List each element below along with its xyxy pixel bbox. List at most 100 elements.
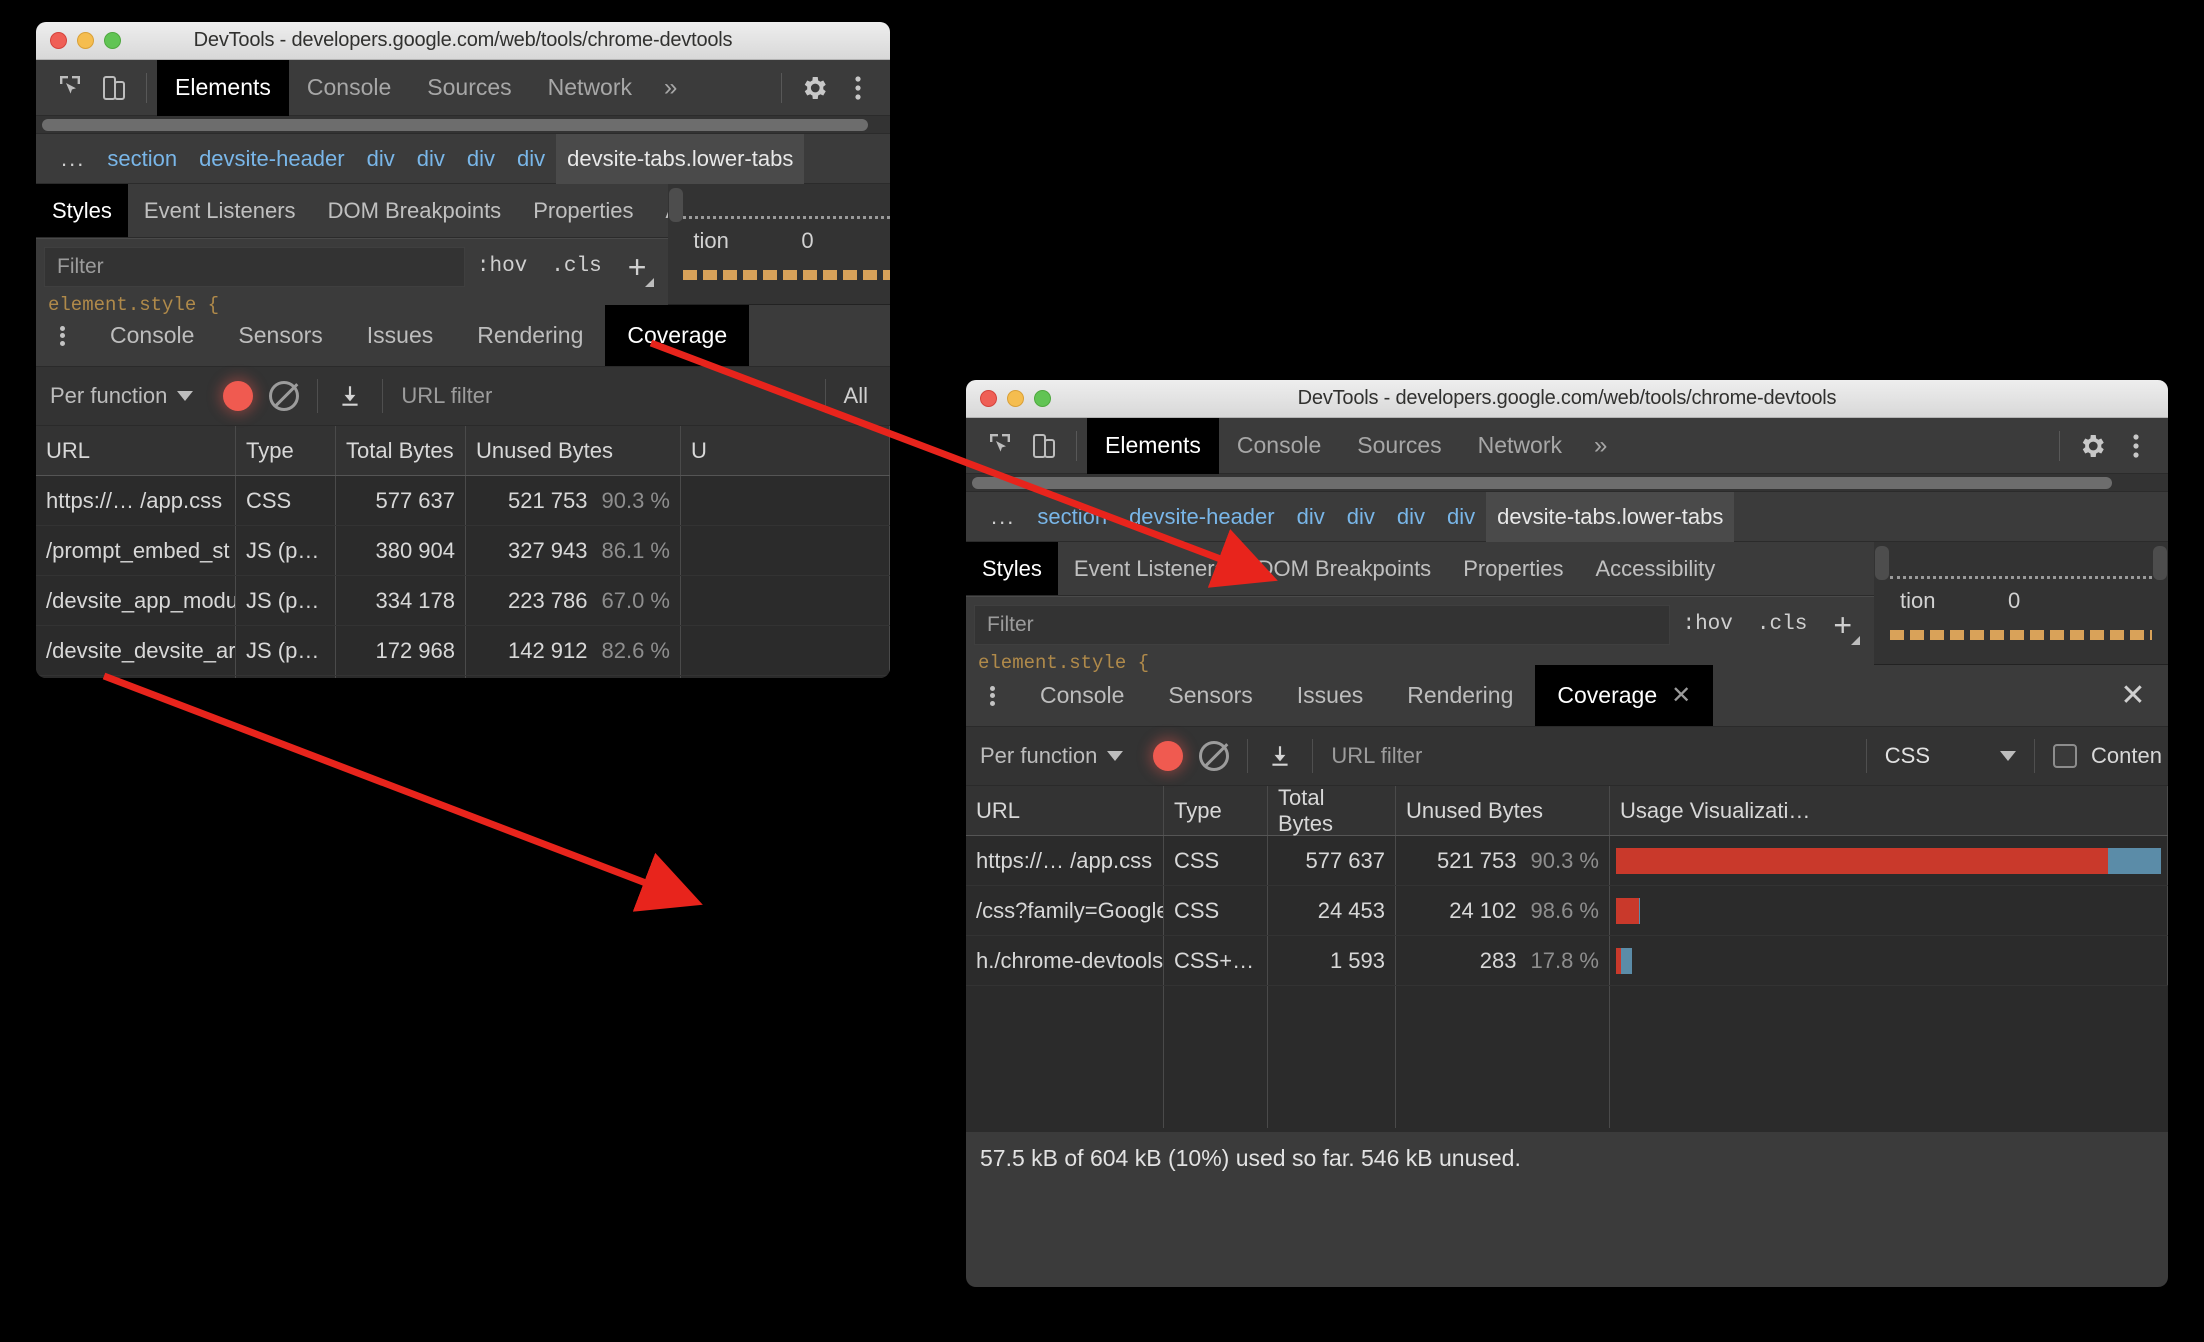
breadcrumb-devsite-tabs[interactable]: devsite-tabs.lower-tabs — [1486, 491, 1735, 542]
breadcrumb-devsite-tabs[interactable]: devsite-tabs.lower-tabs — [556, 133, 805, 184]
front-titlebar[interactable]: DevTools - developers.google.com/web/too… — [966, 380, 2168, 418]
styles-filter-input[interactable]: Filter — [44, 246, 465, 287]
front-panel-tabs[interactable]: Elements Console Sources Network » — [1087, 417, 1621, 474]
tab-network[interactable]: Network — [547, 74, 632, 100]
devtools-window-front[interactable]: DevTools - developers.google.com/web/too… — [966, 380, 2168, 1287]
back-panel-tabs[interactable]: Elements Console Sources Network » — [157, 59, 691, 116]
column-header-unused-bytes[interactable]: Unused Bytes — [466, 426, 681, 475]
drawer-tab-rendering[interactable]: Rendering — [477, 322, 584, 348]
breadcrumb-div-3[interactable]: div — [1396, 503, 1425, 529]
sidebar-tab-styles[interactable]: Styles — [36, 184, 128, 237]
tab-console[interactable]: Console — [1236, 432, 1322, 458]
column-header-usage-visualization[interactable]: Usage Visualizati… — [1610, 786, 2168, 835]
download-icon[interactable] — [1266, 743, 1294, 769]
maximize-window-button[interactable] — [104, 32, 121, 49]
drawer-more-icon[interactable] — [36, 305, 88, 366]
sidebar-tab-event-listeners[interactable]: Event Listeners — [143, 197, 296, 223]
clear-icon[interactable] — [1199, 741, 1230, 771]
more-tabs-chevron-icon[interactable]: » — [664, 73, 678, 101]
minimize-window-button[interactable] — [1007, 390, 1024, 407]
back-coverage-table[interactable]: URL Type Total Bytes Unused Bytes U http… — [36, 426, 890, 678]
column-header-url[interactable]: URL — [966, 786, 1164, 835]
drawer-tab-issues[interactable]: Issues — [366, 322, 434, 348]
breadcrumb-div-2[interactable]: div — [416, 145, 445, 171]
column-header-unused-bytes[interactable]: Unused Bytes — [1396, 786, 1610, 835]
clear-icon[interactable] — [269, 381, 300, 411]
close-window-button[interactable] — [50, 32, 67, 49]
drawer-tab-sensors[interactable]: Sensors — [1168, 682, 1253, 708]
breadcrumb-div-3[interactable]: div — [466, 145, 495, 171]
front-horizontal-scrollbar[interactable] — [966, 474, 2168, 492]
back-styles-filter-row[interactable]: Filter :hov .cls + — [36, 238, 669, 294]
sidebar-tab-dom-breakpoints[interactable]: DOM Breakpoints — [1257, 555, 1432, 581]
breadcrumb-div-1[interactable]: div — [366, 145, 395, 171]
table-row[interactable]: /prompt_embed_st JS (p… 380 904 327 943 … — [36, 526, 890, 576]
checkbox-icon[interactable] — [2053, 744, 2078, 768]
back-traffic-lights[interactable] — [36, 32, 121, 49]
column-header-url[interactable]: URL — [36, 426, 236, 475]
tab-network[interactable]: Network — [1477, 432, 1562, 458]
column-header-total-bytes[interactable]: Total Bytes — [1268, 785, 1396, 836]
scrollbar-thumb[interactable] — [972, 477, 2112, 489]
front-devtools-toolbar[interactable]: Elements Console Sources Network » — [966, 417, 2168, 474]
front-traffic-lights[interactable] — [966, 390, 1051, 407]
back-coverage-toolbar[interactable]: Per function URL filter All — [36, 366, 890, 426]
tab-console[interactable]: Console — [306, 74, 392, 100]
new-rule-dropdown-icon[interactable] — [1851, 635, 1860, 645]
tab-sources[interactable]: Sources — [1357, 432, 1442, 458]
sidebar-tab-dom-breakpoints[interactable]: DOM Breakpoints — [327, 197, 502, 223]
scrollbar-thumb[interactable] — [1875, 546, 1889, 580]
column-header-type[interactable]: Type — [1164, 786, 1268, 835]
tab-sources[interactable]: Sources — [427, 74, 512, 100]
column-header-usage[interactable]: U — [681, 426, 890, 475]
breadcrumb-overflow[interactable]: ... — [991, 503, 1016, 529]
sidebar-tab-properties[interactable]: Properties — [533, 197, 634, 223]
drawer-tab-rendering[interactable]: Rendering — [1407, 682, 1514, 708]
hov-toggle-button[interactable]: :hov — [476, 255, 528, 278]
drawer-tab-coverage[interactable]: Coverage — [605, 305, 750, 366]
hov-toggle-button[interactable]: :hov — [1682, 613, 1733, 636]
tab-elements[interactable]: Elements — [157, 59, 289, 116]
cls-toggle-button[interactable]: .cls — [1756, 613, 1808, 636]
new-style-rule-button[interactable]: + — [1819, 609, 1866, 645]
drawer-tab-coverage[interactable]: Coverage ✕ — [1535, 665, 1714, 726]
more-tabs-chevron-icon[interactable]: » — [1594, 431, 1608, 459]
table-row[interactable]: /css?family=Google CSS 24 453 24 102 98.… — [966, 886, 2168, 936]
breadcrumb-div-1[interactable]: div — [1296, 503, 1325, 529]
tab-elements[interactable]: Elements — [1087, 417, 1219, 474]
front-drawer-tabs[interactable]: Console Sensors Issues Rendering Coverag… — [966, 664, 2168, 726]
drawer-tab-issues[interactable]: Issues — [1296, 682, 1364, 708]
table-row[interactable]: /devsite_app_modu JS (p… 334 178 223 786… — [36, 576, 890, 626]
breadcrumb-section[interactable]: section — [107, 145, 178, 171]
styles-vertical-scrollbar[interactable] — [668, 184, 684, 304]
kebab-menu-icon[interactable] — [836, 66, 880, 110]
device-toolbar-icon[interactable] — [92, 66, 136, 110]
front-coverage-toolbar[interactable]: Per function URL filter CSS Conten — [966, 726, 2168, 786]
close-icon[interactable]: ✕ — [1671, 682, 1692, 709]
styles-filter-input[interactable]: Filter — [974, 604, 1671, 645]
minimize-window-button[interactable] — [77, 32, 94, 49]
scrollbar-thumb[interactable] — [2153, 546, 2167, 580]
record-icon[interactable] — [1153, 741, 1184, 771]
inspect-cursor-icon[interactable] — [978, 424, 1022, 468]
sidebar-tab-accessibility[interactable]: Accessibility — [1595, 555, 1716, 581]
maximize-window-button[interactable] — [1034, 390, 1051, 407]
download-icon[interactable] — [336, 383, 364, 409]
drawer-tab-console[interactable]: Console — [110, 322, 195, 348]
content-scripts-checkbox[interactable]: Conten — [2053, 743, 2162, 769]
table-row[interactable]: /webcomponents-li JS (p… 115 202 85 596 … — [36, 676, 890, 678]
scrollbar-thumb[interactable] — [42, 119, 868, 131]
table-row[interactable]: /devsite_devsite_ar JS (p… 172 968 142 9… — [36, 626, 890, 676]
back-titlebar[interactable]: DevTools - developers.google.com/web/too… — [36, 22, 890, 60]
coverage-type-filter[interactable]: All — [843, 383, 868, 408]
gear-icon[interactable] — [792, 66, 836, 110]
back-sidebar-tabs[interactable]: Styles Event Listeners DOM Breakpoints P… — [36, 184, 785, 238]
styles-vertical-scrollbar[interactable] — [1874, 542, 1890, 664]
table-row[interactable]: h./chrome-devtools CSS+… 1 593 283 17.8 … — [966, 936, 2168, 986]
sidebar-tab-properties[interactable]: Properties — [1463, 555, 1564, 581]
drawer-tab-console[interactable]: Console — [1040, 682, 1125, 708]
kebab-menu-icon[interactable] — [2114, 424, 2158, 468]
coverage-type-filter-dropdown[interactable]: CSS — [1885, 743, 2017, 769]
close-window-button[interactable] — [980, 390, 997, 407]
column-header-type[interactable]: Type — [236, 426, 336, 475]
